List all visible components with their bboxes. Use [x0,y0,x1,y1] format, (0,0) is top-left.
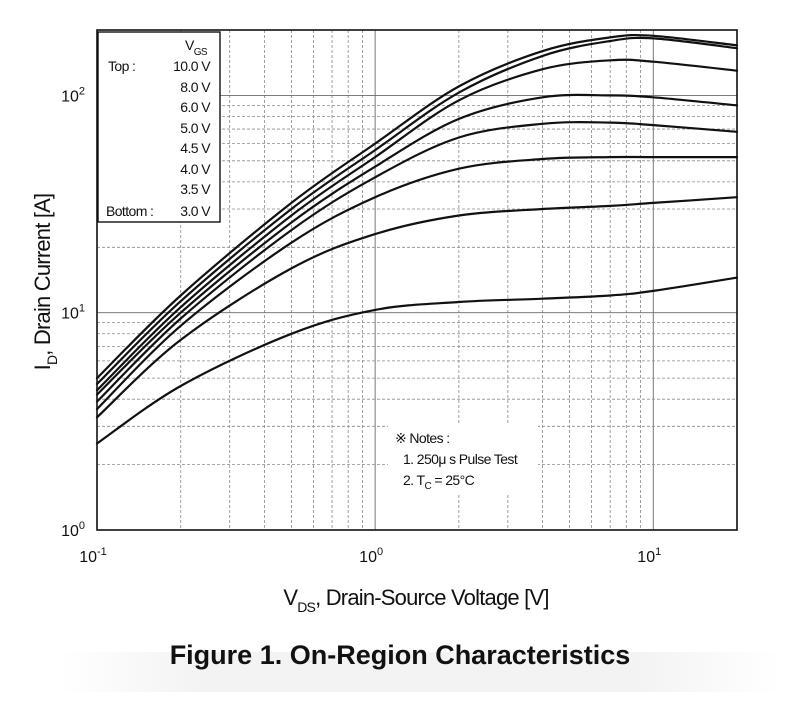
x-tick-label: 101 [637,546,661,566]
figure-caption: Figure 1. On-Region Characteristics [169,640,631,670]
legend-box [97,31,221,223]
curve-vgs-35 [95,196,739,419]
legend-header: VGS [185,37,208,58]
legend-entries: 10.0 V 8.0 V 6.0 V 5.0 V 4.5 V 4.0 V 3.5 V 3.0 … [173,58,212,219]
curve-vgs-60 [95,58,739,392]
legend-entry: 4.5 V [180,140,211,156]
notes-line-1: 1. 250μ s Pulse Test [403,451,518,467]
x-axis-title: VDS, Drain-Source Voltage [V] [283,585,548,615]
curve-vgs-100 [95,33,739,380]
x-tick-labels: 10-1 100 101 [79,546,661,566]
notes-title: ※ Notes : [395,430,450,446]
x-tick-label: 10-1 [79,546,107,566]
notes: ※ Notes : 1. 250μ s Pulse Test 2. TC = 2… [388,424,538,494]
y-axis-title: ID, Drain Current [A] [30,194,60,371]
x-tick-label: 100 [359,546,383,566]
curve-vgs-80 [95,36,739,386]
legend-entry: 8.0 V [180,79,211,95]
legend-entry: 3.5 V [180,181,211,197]
y-tick-labels: 100 101 102 [61,85,85,540]
legend-entry: 6.0 V [180,99,211,115]
curve-vgs-50 [95,93,739,396]
plot-frame [96,29,738,531]
curve-vgs-45 [95,121,739,403]
y-tick-label: 101 [61,303,85,323]
legend-entry: 4.0 V [180,161,211,177]
legend-top-label: Top : [108,58,135,74]
on-region-chart: VGS Top : Bottom : 10.0 V 8.0 V 6.0 V 5.0 V… [30,29,739,615]
legend-entry: 3.0 V [180,203,211,219]
curve-vgs-40 [95,155,739,411]
caption-band [60,652,780,692]
legend: VGS Top : Bottom : 10.0 V 8.0 V 6.0 V 5.0 V… [97,31,221,223]
legend-entry: 5.0 V [180,120,211,136]
curve-vgs-30 [95,276,739,445]
notes-box [388,424,538,494]
y-tick-label: 100 [61,520,85,540]
legend-entry: 10.0 V [173,58,211,74]
legend-bottom-label: Bottom : [106,203,153,219]
curves [95,33,739,445]
y-tick-label: 102 [61,85,85,105]
notes-line-2: 2. TC = 25°C [403,472,475,492]
